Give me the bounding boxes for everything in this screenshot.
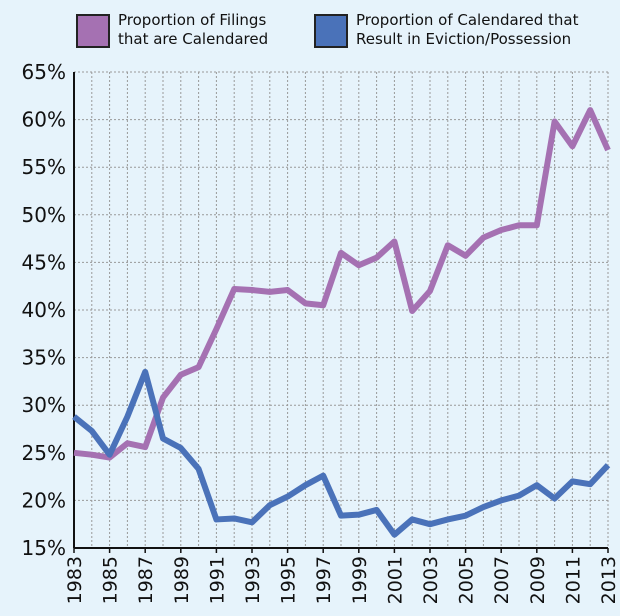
y-tick-label: 60% <box>22 108 66 132</box>
legend-swatch <box>76 14 110 48</box>
y-tick-label: 15% <box>22 536 66 560</box>
x-tick-label: 1985 <box>100 556 122 604</box>
x-tick-label: 2003 <box>420 556 442 604</box>
x-tick-label: 2007 <box>491 556 513 604</box>
series-line <box>72 368 611 538</box>
y-tick-label: 40% <box>22 298 66 322</box>
x-tick-label: 1983 <box>64 556 86 604</box>
legend-label: Proportion of Calendared that Result in … <box>356 11 579 48</box>
x-tick-label: 1987 <box>135 556 157 604</box>
x-tick-label: 2011 <box>562 556 584 604</box>
x-tick-label: 2001 <box>384 556 406 604</box>
legend-label: Proportion of Filings that are Calendare… <box>118 11 269 48</box>
x-tick-label: 1997 <box>313 556 335 604</box>
y-tick-label: 65% <box>22 60 66 84</box>
x-tick-label: 2005 <box>456 556 478 604</box>
y-tick-label: 30% <box>22 393 66 417</box>
y-tick-label: 45% <box>22 250 66 274</box>
y-tick-label: 50% <box>22 203 66 227</box>
y-tick-label: 20% <box>22 488 66 512</box>
x-tick-label: 2009 <box>527 556 549 604</box>
x-tick-label: 1991 <box>206 556 228 604</box>
y-tick-label: 35% <box>22 346 66 370</box>
x-tick-label: 1999 <box>349 556 371 604</box>
x-tick-label: 1989 <box>171 556 193 604</box>
y-tick-label: 25% <box>22 441 66 465</box>
series-line <box>73 107 611 461</box>
x-tick-label: 2013 <box>598 556 620 604</box>
x-tick-label: 1995 <box>278 556 300 604</box>
y-tick-label: 55% <box>22 155 66 179</box>
x-tick-label: 1993 <box>242 556 264 604</box>
legend-swatch <box>314 14 348 48</box>
